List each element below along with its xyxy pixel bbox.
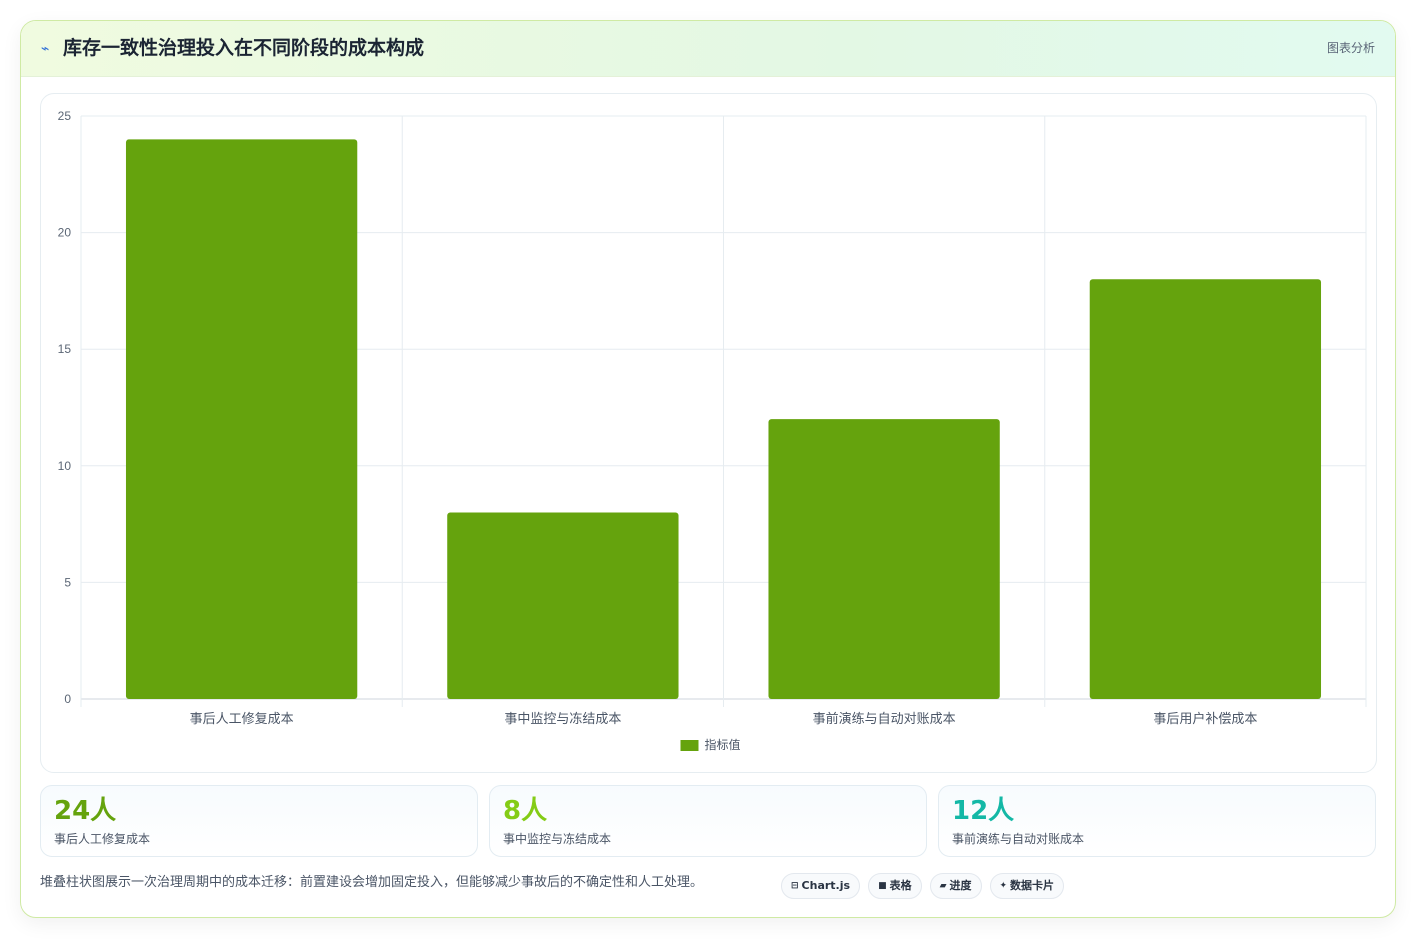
stat-label: 事中监控与冻结成本 [503, 832, 612, 846]
legend-label: 指标值 [705, 737, 741, 752]
y-tick-label: 15 [58, 342, 72, 356]
pill-label: 进度 [949, 879, 972, 892]
legend-swatch [680, 740, 699, 751]
bar [768, 419, 1000, 699]
stat-card: 12人 事前演练与自动对账成本 [938, 785, 1376, 857]
page-title: 库存一致性治理投入在不同阶段的成本构成 [63, 37, 425, 59]
x-tick-label: 事中监控与冻结成本 [504, 711, 621, 727]
progress-icon: ▰ [939, 881, 947, 891]
pill-label: Chart.js [801, 879, 851, 892]
pill-label: 表格 [889, 879, 912, 892]
bar [125, 139, 358, 699]
feature-pills: ⊟ Chart.js ■ 表格 ▰ 进度 ✦ 数据卡片 [781, 873, 1065, 899]
pill-progress[interactable]: ▰ 进度 [929, 873, 982, 899]
sparkle-icon: ✦ [999, 881, 1008, 891]
y-tick-label: 20 [58, 226, 72, 240]
y-tick-label: 0 [64, 692, 71, 706]
bar-chart: 0 5 10 15 20 25 事后人工修复成本 事中监控与冻结成本 事前演练与自动对账成本 事后… [58, 109, 1367, 752]
stat-label: 事后人工修复成本 [54, 832, 151, 846]
y-tick-label: 25 [58, 109, 72, 123]
stat-value: 8人 [503, 796, 548, 826]
trend-line-icon: ⌁ [41, 41, 50, 57]
stat-card: 24人 事后人工修复成本 [40, 785, 478, 857]
chart-card: ⌁ 库存一致性治理投入在不同阶段的成本构成 图表分析 0 5 10 15 20 25 事后人… [20, 20, 1396, 918]
stat-value: 24人 [54, 796, 117, 826]
stat-value: 12人 [952, 796, 1015, 826]
pill-data-cards[interactable]: ✦ 数据卡片 [989, 873, 1065, 899]
x-tick-label: 事后人工修复成本 [190, 712, 294, 727]
pill-table[interactable]: ■ 表格 [868, 873, 922, 899]
y-tick-label: 10 [58, 459, 72, 473]
pill-label: 数据卡片 [1010, 879, 1055, 892]
chart-description: 堆叠柱状图展示一次治理周期中的成本迁移：前置建设会增加固定投入，但能够减少事故后… [40, 875, 704, 890]
stat-card: 8人 事中监控与冻结成本 [489, 785, 927, 857]
table-icon: ■ [878, 881, 887, 891]
card-header: ⌁ 库存一致性治理投入在不同阶段的成本构成 图表分析 [21, 21, 1395, 77]
stat-label: 事前演练与自动对账成本 [952, 832, 1085, 846]
chart-area: 0 5 10 15 20 25 事后人工修复成本 事中监控与冻结成本 事前演练与自动对账成本 事后… [40, 93, 1377, 773]
header-tag: 图表分析 [1326, 41, 1375, 55]
x-tick-label: 事前演练与自动对账成本 [813, 711, 956, 727]
y-tick-label: 5 [64, 575, 71, 589]
bar [447, 512, 679, 699]
pill-chartjs[interactable]: ⊟ Chart.js [781, 873, 861, 899]
x-tick-label: 事后用户补偿成本 [1153, 711, 1257, 727]
chart-icon: ⊟ [791, 881, 799, 891]
bar [1089, 279, 1322, 699]
